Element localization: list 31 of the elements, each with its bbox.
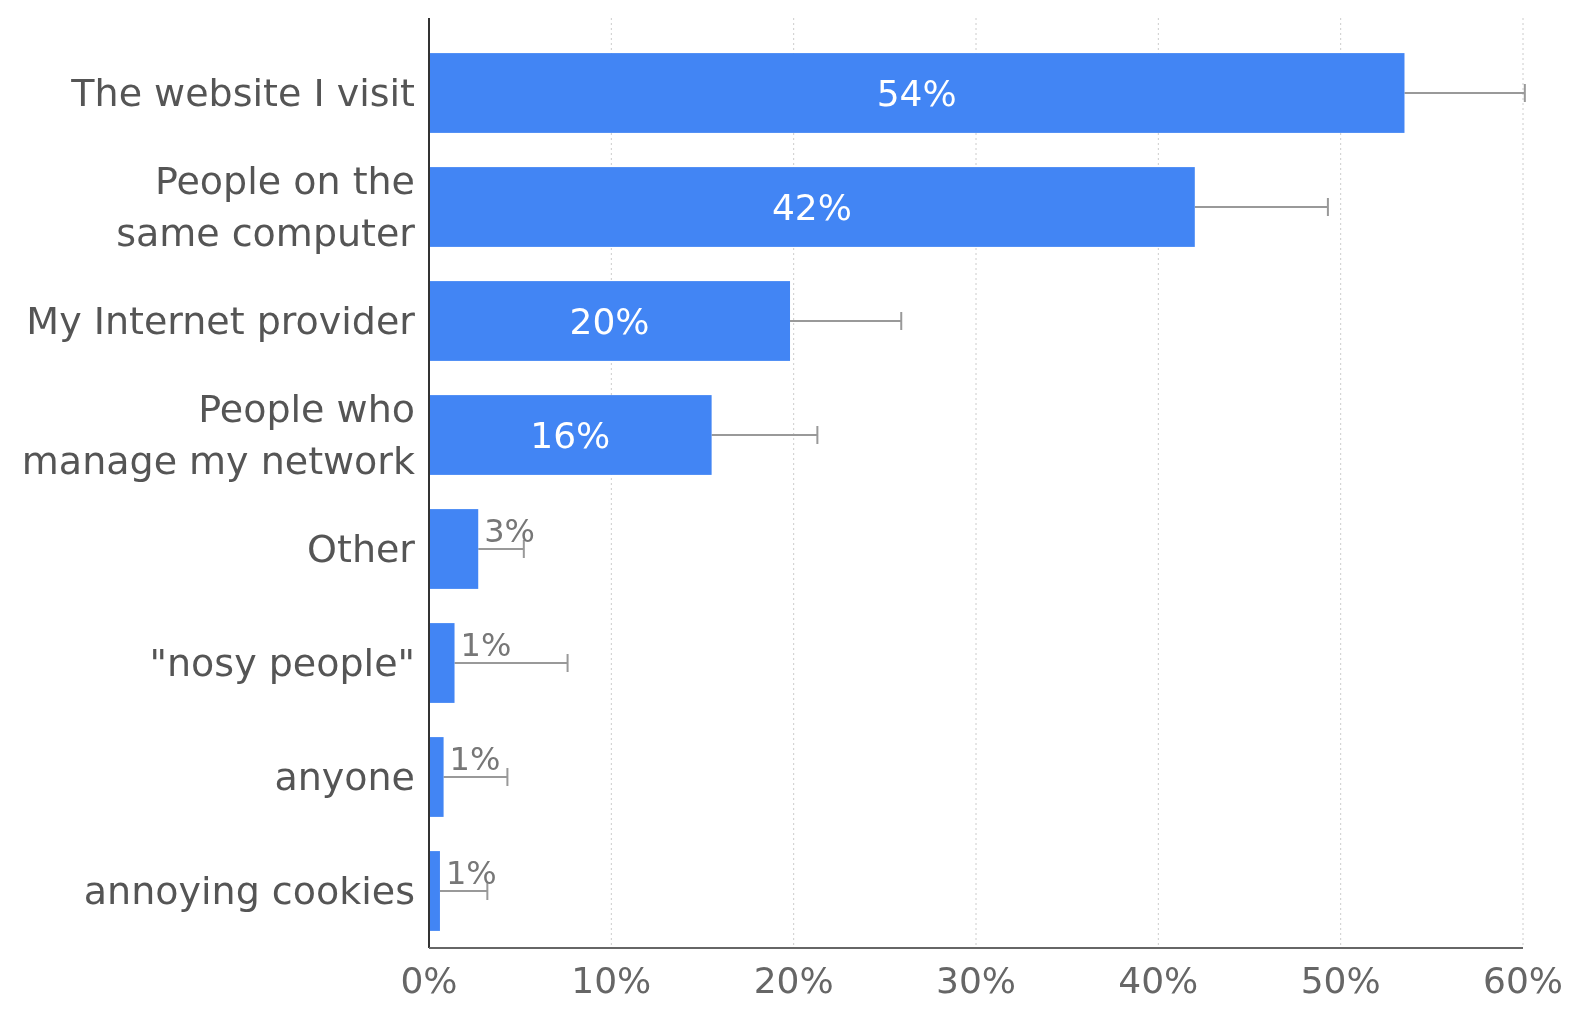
y-tick-label: Other	[307, 527, 416, 572]
data-label: 1%	[449, 740, 501, 778]
data-label: 3%	[484, 512, 535, 550]
x-tick-label: 60%	[1482, 960, 1564, 1001]
bar	[429, 281, 791, 361]
y-tick-label: anyone	[274, 755, 415, 800]
y-tick-label: People who manage my network	[21, 387, 415, 484]
x-tick-label: 20%	[753, 960, 834, 1001]
x-tick-label: 40%	[1118, 960, 1199, 1001]
bar	[429, 623, 455, 703]
x-tick-label: 10%	[571, 960, 652, 1001]
y-tick-label: "nosy people"	[149, 641, 415, 686]
data-label: 16%	[530, 414, 611, 456]
bar	[429, 737, 444, 817]
data-label: 1%	[460, 626, 512, 664]
y-tick-label: annoying cookies	[83, 869, 415, 914]
y-tick-label: People on the same computer	[116, 159, 416, 256]
x-tick-label: 50%	[1300, 960, 1381, 1001]
y-tick-label: My Internet provider	[26, 299, 416, 344]
data-label: 1%	[445, 854, 497, 892]
bar	[429, 851, 440, 931]
y-tick-label: The website I visit	[70, 71, 415, 116]
bar	[429, 53, 1405, 133]
x-tick-label: 0%	[400, 960, 458, 1001]
data-label: 20%	[569, 300, 650, 342]
data-label: 42%	[771, 186, 852, 228]
bar	[429, 509, 479, 589]
bar	[429, 395, 712, 475]
data-label: 54%	[876, 72, 957, 114]
x-tick-label: 30%	[935, 960, 1017, 1001]
bar	[429, 167, 1195, 247]
